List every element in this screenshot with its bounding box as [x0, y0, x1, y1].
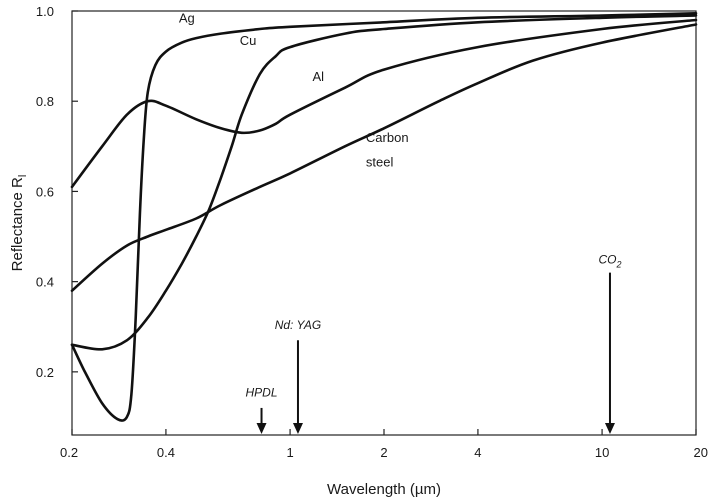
y-axis-title-subscript: l: [17, 175, 29, 177]
x-tick-label: 1: [286, 445, 293, 460]
laser-label: CO2: [598, 253, 621, 270]
laser-label: HPDL: [246, 386, 278, 400]
y-axis: 0.2 0.4 0.6 0.8 1.0: [36, 4, 78, 380]
y-tick-label: 0.2: [36, 365, 54, 380]
x-tick-label: 10: [595, 445, 609, 460]
y-tick-label: 0.4: [36, 275, 54, 290]
laser-arrow-head: [604, 423, 615, 434]
y-tick-label: 0.6: [36, 184, 54, 199]
series-line-al: [70, 18, 698, 189]
series-label: steel: [366, 155, 394, 170]
laser-arrow-head: [256, 423, 267, 434]
laser-label: Nd: YAG: [275, 318, 321, 332]
plot-frame: [71, 10, 697, 436]
x-axis: 0.2 0.4 1 2 4 10 20: [60, 429, 708, 460]
y-axis-title-group: Reflectance Rl: [9, 175, 29, 272]
series-label: Ag: [179, 10, 195, 25]
series-label: Cu: [240, 33, 257, 48]
series-line-cu: [70, 14, 698, 351]
series-line-carbon-steel: [70, 23, 698, 292]
series-label: Carbon: [366, 130, 409, 145]
series-curves: [70, 12, 698, 422]
x-tick-label: 4: [474, 445, 481, 460]
y-axis-title-main: Reflectance R: [9, 177, 26, 271]
x-tick-label: 0.2: [60, 445, 78, 460]
laser-arrow-head: [292, 423, 303, 434]
x-tick-label: 20: [694, 445, 708, 460]
series-labels: Ag Cu Al Carbon steel: [179, 10, 409, 169]
x-tick-label: 0.4: [157, 445, 175, 460]
laser-label-subscript: 2: [615, 260, 621, 270]
laser-annotations: HPDL Nd: YAG CO2: [246, 253, 621, 434]
y-tick-label: 1.0: [36, 4, 54, 19]
x-tick-label: 2: [380, 445, 387, 460]
y-tick-label: 0.8: [36, 94, 54, 109]
y-axis-title: Reflectance Rl: [9, 175, 29, 272]
series-line-ag: [70, 12, 698, 422]
series-label: Al: [313, 69, 325, 84]
x-axis-title: Wavelength (µm): [327, 481, 441, 498]
